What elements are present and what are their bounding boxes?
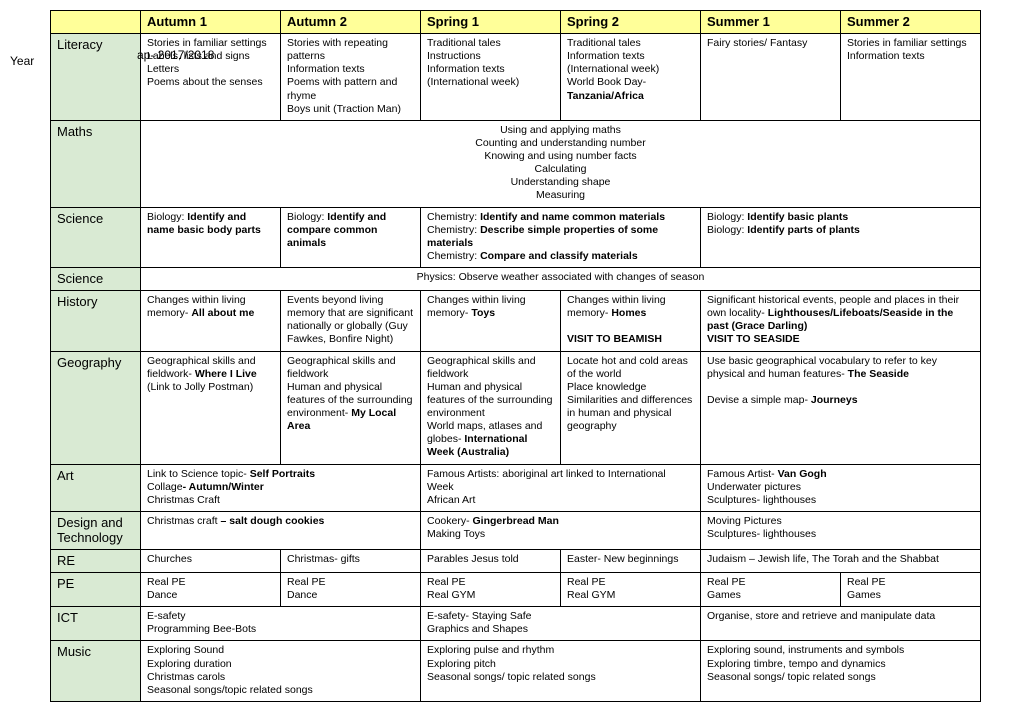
literacy-su2: Stories in familiar settingsInformation …	[841, 34, 981, 121]
col-autumn1: Autumn 1	[141, 11, 281, 34]
literacy-a2: Stories with repeating patternsInformati…	[281, 34, 421, 121]
overlay-year: ap- 2017/2018	[137, 48, 214, 63]
header-row: Autumn 1 Autumn 2 Spring 1 Spring 2 Summ…	[51, 11, 981, 34]
dt-sp: Cookery- Gingerbread ManMaking Toys	[421, 511, 701, 549]
geography-a2: Geographical skills and fieldworkHuman a…	[281, 351, 421, 464]
history-a2: Events beyond living memory that are sig…	[281, 291, 421, 352]
subject-science2: Science	[51, 268, 141, 291]
literacy-a1: Stories in familiar settingsLabels, list…	[141, 34, 281, 121]
ict-su: Organise, store and retrieve and manipul…	[701, 607, 981, 641]
music-sp: Exploring pulse and rhythmExploring pitc…	[421, 641, 701, 702]
col-autumn2: Autumn 2	[281, 11, 421, 34]
row-pe: PE Real PEDance Real PEDance Real PEReal…	[51, 572, 981, 606]
col-summer1: Summer 1	[701, 11, 841, 34]
pe-su1: Real PEGames	[701, 572, 841, 606]
subject-pe: PE	[51, 572, 141, 606]
maths-all: Using and applying mathsCounting and und…	[141, 120, 981, 207]
science1-a2: Biology: Identify and compare common ani…	[281, 207, 421, 268]
col-spring2: Spring 2	[561, 11, 701, 34]
dt-a: Christmas craft – salt dough cookies	[141, 511, 421, 549]
history-sp1: Changes within living memory- Toys	[421, 291, 561, 352]
geography-sp1: Geographical skills and fieldworkHuman a…	[421, 351, 561, 464]
music-a: Exploring SoundExploring durationChristm…	[141, 641, 421, 702]
curriculum-table: Autumn 1 Autumn 2 Spring 1 Spring 2 Summ…	[50, 10, 981, 702]
history-sp2: Changes within living memory- HomesVISIT…	[561, 291, 701, 352]
subject-art: Art	[51, 464, 141, 511]
science2-all: Physics: Observe weather associated with…	[141, 268, 981, 291]
re-a1: Churches	[141, 549, 281, 572]
re-sp2: Easter- New beginnings	[561, 549, 701, 572]
geography-su: Use basic geographical vocabulary to ref…	[701, 351, 981, 464]
pe-a1: Real PEDance	[141, 572, 281, 606]
row-dt: Design and Technology Christmas craft – …	[51, 511, 981, 549]
row-science2: Science Physics: Observe weather associa…	[51, 268, 981, 291]
col-spring1: Spring 1	[421, 11, 561, 34]
art-sp: Famous Artists: aboriginal art linked to…	[421, 464, 701, 511]
geography-a1: Geographical skills and fieldwork- Where…	[141, 351, 281, 464]
row-re: RE Churches Christmas- gifts Parables Je…	[51, 549, 981, 572]
row-science1: Science Biology: Identify and name basic…	[51, 207, 981, 268]
row-geography: Geography Geographical skills and fieldw…	[51, 351, 981, 464]
subject-re: RE	[51, 549, 141, 572]
subject-geography: Geography	[51, 351, 141, 464]
science1-su: Biology: Identify basic plantsBiology: I…	[701, 207, 981, 268]
corner-cell	[51, 11, 141, 34]
history-su: Significant historical events, people an…	[701, 291, 981, 352]
art-a: Link to Science topic- Self PortraitsCol…	[141, 464, 421, 511]
history-a1: Changes within living memory- All about …	[141, 291, 281, 352]
row-literacy: Literacy Stories in familiar settingsLab…	[51, 34, 981, 121]
literacy-sp2: Traditional talesInformation texts(Inter…	[561, 34, 701, 121]
science1-sp: Chemistry: Identify and name common mate…	[421, 207, 701, 268]
row-maths: Maths Using and applying mathsCounting a…	[51, 120, 981, 207]
literacy-sp1: Traditional talesInstructionsInformation…	[421, 34, 561, 121]
re-sp1: Parables Jesus told	[421, 549, 561, 572]
re-su: Judaism – Jewish life, The Torah and the…	[701, 549, 981, 572]
pe-su2: Real PEGames	[841, 572, 981, 606]
re-a2: Christmas- gifts	[281, 549, 421, 572]
art-su: Famous Artist- Van GoghUnderwater pictur…	[701, 464, 981, 511]
row-history: History Changes within living memory- Al…	[51, 291, 981, 352]
pe-sp1: Real PEReal GYM	[421, 572, 561, 606]
year-label: Year	[10, 10, 50, 68]
col-summer2: Summer 2	[841, 11, 981, 34]
ict-sp: E-safety- Staying SafeGraphics and Shape…	[421, 607, 701, 641]
subject-science1: Science	[51, 207, 141, 268]
row-ict: ICT E-safetyProgramming Bee-Bots E-safet…	[51, 607, 981, 641]
subject-history: History	[51, 291, 141, 352]
pe-sp2: Real PEReal GYM	[561, 572, 701, 606]
music-su: Exploring sound, instruments and symbols…	[701, 641, 981, 702]
row-music: Music Exploring SoundExploring durationC…	[51, 641, 981, 702]
subject-dt: Design and Technology	[51, 511, 141, 549]
literacy-su1: Fairy stories/ Fantasy	[701, 34, 841, 121]
row-art: Art Link to Science topic- Self Portrait…	[51, 464, 981, 511]
pe-a2: Real PEDance	[281, 572, 421, 606]
geography-sp2: Locate hot and cold areas of the worldPl…	[561, 351, 701, 464]
science1-a1: Biology: Identify and name basic body pa…	[141, 207, 281, 268]
ict-a: E-safetyProgramming Bee-Bots	[141, 607, 421, 641]
subject-literacy: Literacy	[51, 34, 141, 121]
subject-maths: Maths	[51, 120, 141, 207]
dt-su: Moving PicturesSculptures- lighthouses	[701, 511, 981, 549]
subject-ict: ICT	[51, 607, 141, 641]
subject-music: Music	[51, 641, 141, 702]
